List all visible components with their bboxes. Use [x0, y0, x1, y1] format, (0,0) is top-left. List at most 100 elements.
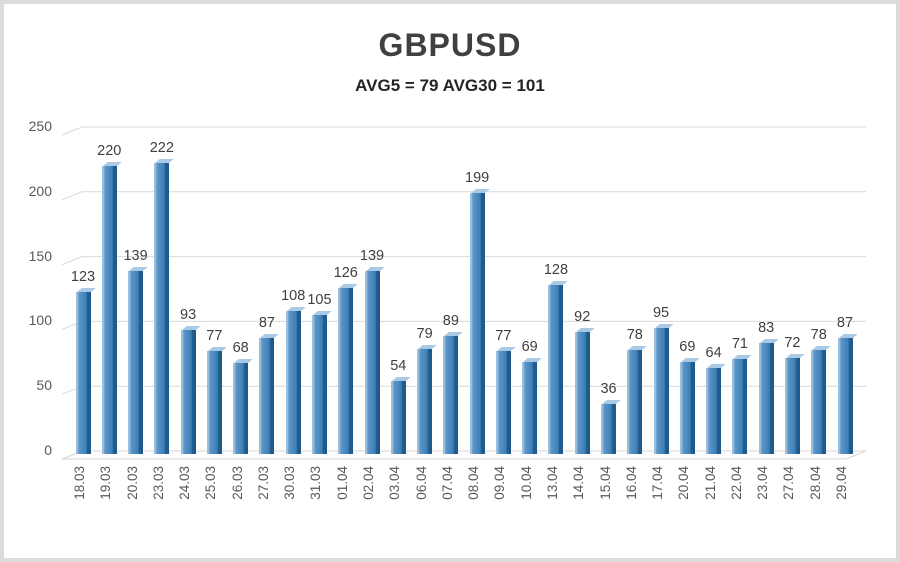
- x-axis-label-17.04: 17.04: [650, 466, 666, 500]
- bar-21.04: [706, 364, 726, 454]
- bar-18.03: [75, 287, 96, 454]
- y-axis-label-250: 250: [28, 118, 52, 134]
- x-axis-label-26.03: 26.03: [229, 466, 245, 500]
- bar-20.03: [128, 266, 148, 454]
- y-axis-label-50: 50: [36, 377, 52, 394]
- bar-value-label-17.04: 95: [652, 304, 670, 321]
- bar-value-label-15.04: 36: [600, 381, 617, 398]
- bar-08.04: [469, 189, 490, 454]
- bar-26.03: [233, 358, 253, 454]
- bar-value-label-31.03: 105: [307, 291, 332, 308]
- chart-title: GBPUSD: [378, 27, 522, 63]
- bar-29.04: [837, 334, 858, 454]
- x-axis-label-27.04: 27.04: [781, 466, 797, 500]
- bar-07.04: [443, 331, 464, 454]
- bar-value-label-02.04: 139: [359, 247, 385, 264]
- x-axis-label-21.04: 21.04: [702, 466, 718, 500]
- bar-value-label-30.03: 108: [281, 288, 306, 305]
- bar-value-label-26.03: 68: [232, 339, 249, 356]
- y-axis-label-200: 200: [28, 182, 52, 199]
- x-axis-label-27.03: 27.03: [255, 466, 271, 500]
- bar-27.03: [259, 334, 280, 454]
- bar-23.03: [154, 159, 175, 454]
- bar-value-label-19.03: 220: [97, 142, 122, 159]
- bar-15.04: [601, 400, 621, 454]
- y-axis-label-150: 150: [28, 247, 52, 264]
- bar-value-label-10.04: 69: [521, 338, 538, 355]
- bar-09.04: [495, 347, 516, 454]
- bar-20.04: [679, 357, 700, 454]
- gridline-150: [61, 256, 866, 266]
- x-axis-label-14.04: 14.04: [571, 466, 587, 500]
- bar-03.04: [390, 377, 411, 454]
- x-axis-label-18.03: 18.03: [72, 466, 87, 500]
- x-axis-label-30.03: 30.03: [282, 466, 298, 500]
- x-axis-label-07.04: 07.04: [439, 466, 455, 500]
- bar-31.03: [311, 310, 332, 454]
- bar-06.04: [417, 344, 437, 454]
- x-axis-label-16.04: 16.04: [623, 466, 639, 500]
- bar-value-label-13.04: 128: [543, 262, 569, 279]
- bar-17.04: [653, 323, 674, 454]
- x-axis-label-19.03: 19.03: [98, 466, 114, 500]
- bar-01.04: [338, 283, 359, 454]
- bar-value-label-14.04: 92: [574, 308, 591, 325]
- gridline-250: [61, 126, 866, 136]
- bar-24.03: [180, 326, 201, 454]
- x-axis-label-22.04: 22.04: [728, 466, 744, 500]
- bar-value-label-24.03: 93: [180, 307, 197, 324]
- x-axis-label-08.04: 08.04: [466, 466, 482, 500]
- bar-value-label-18.03: 123: [70, 268, 96, 285]
- bar-value-label-20.04: 69: [679, 338, 696, 355]
- x-axis-label-20.03: 20.03: [124, 466, 140, 500]
- bar-28.04: [811, 345, 831, 454]
- bar-16.04: [627, 345, 648, 454]
- x-axis-label-01.04: 01.04: [334, 466, 350, 500]
- x-axis-label-03.04: 03.04: [387, 466, 403, 500]
- bar-value-label-16.04: 78: [626, 326, 643, 343]
- gridline-200: [61, 191, 866, 201]
- x-axis-label-20.04: 20.04: [676, 466, 692, 500]
- x-axis-label-13.04: 13.04: [544, 466, 560, 500]
- bar-25.03: [206, 347, 227, 454]
- bar-22.04: [732, 354, 753, 454]
- bar-14.04: [574, 327, 595, 454]
- bar-10.04: [522, 357, 542, 454]
- bar-value-label-25.03: 77: [206, 328, 223, 345]
- x-axis-label-31.03: 31.03: [308, 466, 324, 500]
- bar-value-label-23.03: 222: [149, 140, 174, 157]
- bar-27.04: [784, 353, 805, 454]
- bar-value-label-29.04: 87: [836, 315, 854, 332]
- bar-value-label-22.04: 71: [731, 335, 748, 352]
- bar-13.04: [548, 281, 569, 454]
- bar-value-label-20.03: 139: [123, 247, 148, 264]
- x-axis-label-09.04: 09.04: [492, 466, 508, 500]
- bar-value-label-27.03: 87: [258, 315, 275, 332]
- x-axis-label-02.04: 02.04: [361, 466, 377, 500]
- bar-value-label-23.04: 83: [758, 320, 775, 337]
- bar-02.04: [364, 266, 385, 454]
- x-axis-label-06.04: 06.04: [413, 466, 429, 500]
- bar-19.03: [101, 161, 122, 454]
- x-axis-label-24.03: 24.03: [177, 466, 193, 500]
- x-axis-label-29.04: 29.04: [834, 466, 849, 500]
- y-axis-label-0: 0: [44, 442, 52, 458]
- bar-value-label-09.04: 77: [495, 328, 512, 345]
- x-axis-label-23.03: 23.03: [150, 466, 166, 500]
- x-axis-label-28.04: 28.04: [807, 466, 823, 500]
- bar-value-label-28.04: 78: [810, 326, 827, 343]
- chart-subtitle: AVG5 = 79 AVG30 = 101: [355, 76, 545, 95]
- x-axis-label-15.04: 15.04: [597, 466, 613, 500]
- bar-value-label-07.04: 89: [442, 312, 459, 329]
- x-axis-label-25.03: 25.03: [203, 466, 219, 500]
- x-axis-label-23.04: 23.04: [755, 466, 771, 500]
- bar-value-label-06.04: 79: [416, 325, 433, 342]
- bar-30.03: [285, 307, 306, 454]
- bar-value-label-21.04: 64: [705, 345, 722, 362]
- bar-value-label-08.04: 199: [465, 170, 490, 187]
- y-axis-label-100: 100: [28, 312, 52, 329]
- x-axis-label-10.04: 10.04: [518, 466, 534, 500]
- bar-23.04: [758, 339, 779, 454]
- bar-value-label-01.04: 126: [333, 264, 358, 281]
